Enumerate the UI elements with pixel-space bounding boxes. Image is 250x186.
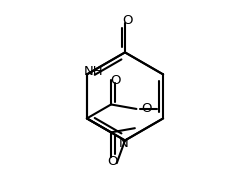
Text: NH: NH (84, 65, 104, 78)
Text: O: O (122, 14, 133, 27)
Text: N: N (119, 137, 129, 150)
Text: O: O (141, 102, 151, 116)
Text: O: O (107, 155, 118, 168)
Text: O: O (110, 74, 120, 87)
